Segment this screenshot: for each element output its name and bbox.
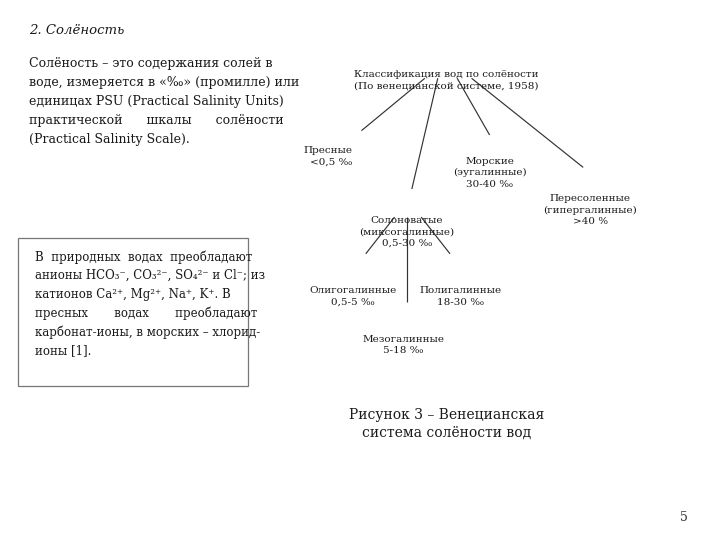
Text: Пресные
<0,5 ‰: Пресные <0,5 ‰ [304,146,353,166]
Text: Олигогалинные
0,5-5 ‰: Олигогалинные 0,5-5 ‰ [309,286,397,307]
FancyBboxPatch shape [18,238,248,386]
Text: Солоноватые
(миксогалинные)
0,5-30 ‰: Солоноватые (миксогалинные) 0,5-30 ‰ [359,216,454,248]
Text: Пересоленные
(гипергалинные)
>40 %: Пересоленные (гипергалинные) >40 % [544,194,637,226]
Text: Морские
(эугалинные)
30-40 ‰: Морские (эугалинные) 30-40 ‰ [453,157,526,188]
Text: Полигалинные
18-30 ‰: Полигалинные 18-30 ‰ [420,286,502,307]
Text: Рисунок 3 – Венецианская
система солёности вод: Рисунок 3 – Венецианская система солёнос… [348,408,544,440]
Text: 2. Солёность: 2. Солёность [29,24,124,37]
Text: Солёность – это содержания солей в
воде, измеряется в «‰» (промилле) или
единица: Солёность – это содержания солей в воде,… [29,57,299,146]
Text: Мезогалинные
5-18 ‰: Мезогалинные 5-18 ‰ [362,335,444,355]
Text: 5: 5 [680,511,688,524]
Text: Классификация вод по солёности
(По венецианской системе, 1958): Классификация вод по солёности (По венец… [354,70,539,91]
Text: В  природных  водах  преобладают
анионы HCO₃⁻, CO₃²⁻, SO₄²⁻ и Cl⁻; из
катионов C: В природных водах преобладают анионы HCO… [35,250,265,357]
